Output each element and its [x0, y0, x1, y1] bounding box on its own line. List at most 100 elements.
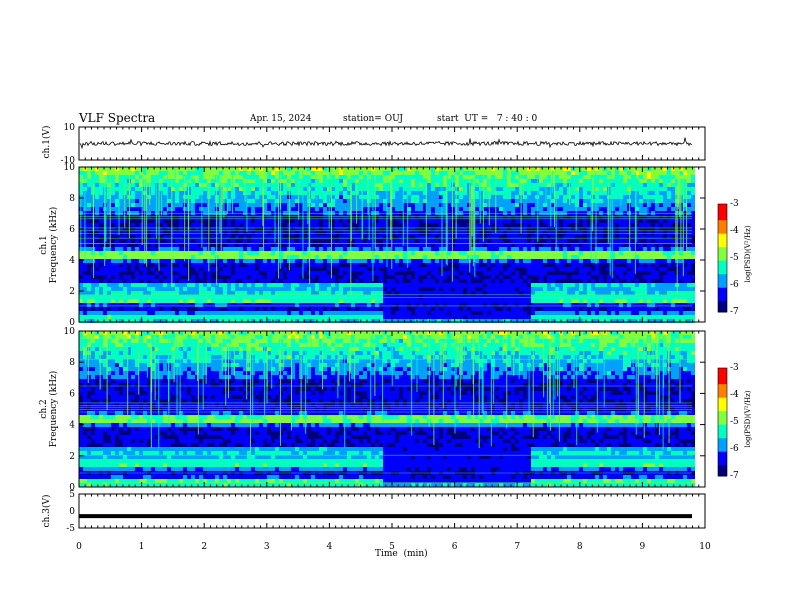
spectrogram-cell — [631, 171, 635, 175]
spectrogram-cell — [187, 167, 191, 171]
spectrogram-cell — [571, 203, 575, 207]
spectrogram-cell — [199, 231, 203, 235]
spectrogram-cell — [291, 183, 295, 187]
spectrogram-cell — [523, 279, 527, 283]
spectrogram-cell — [247, 219, 251, 223]
spectrogram-cell — [367, 271, 371, 275]
spectrogram-cell — [623, 211, 627, 215]
spectrogram-cell — [591, 283, 595, 287]
spectrogram-cell — [295, 279, 299, 283]
spectrogram-cell — [223, 243, 227, 247]
spectrogram-cell — [447, 215, 451, 219]
spectrogram-cell — [179, 255, 183, 259]
spectrogram-cell — [691, 287, 695, 291]
spectrogram-cell — [143, 175, 147, 179]
spectrogram-cell — [599, 255, 603, 259]
spectrogram-cell — [583, 171, 587, 175]
spectrogram-cell — [291, 171, 295, 175]
spectrogram-cell — [115, 171, 119, 175]
spectrogram-cell — [259, 263, 263, 267]
spectrogram-cell — [623, 183, 627, 187]
spectrogram-cell — [335, 215, 339, 219]
spectrogram-cell — [235, 295, 239, 299]
spectrogram-cell — [423, 199, 427, 203]
spectrogram-cell — [167, 191, 171, 195]
spectrogram-cell — [667, 203, 671, 207]
spectrogram-cell — [655, 291, 659, 295]
spectrogram-cell — [671, 271, 675, 275]
spectrogram-cell — [563, 203, 567, 207]
spectrogram-cell — [419, 199, 423, 203]
spectrogram-cell — [499, 279, 503, 283]
spectrogram-cell — [323, 183, 327, 187]
spectrogram-cell — [415, 187, 419, 191]
spectrogram-cell — [347, 255, 351, 259]
spectrogram-cell — [491, 167, 495, 171]
spectrogram-cell — [387, 195, 391, 199]
spectrogram-cell — [499, 275, 503, 279]
spectrogram-cell — [487, 231, 491, 235]
spectrogram-cell — [179, 231, 183, 235]
spectrogram-cell — [647, 235, 651, 239]
spectrogram-cell — [559, 251, 563, 255]
spectrogram-cell — [167, 267, 171, 271]
spectrogram-cell — [435, 211, 439, 215]
spectrogram-cell — [647, 211, 651, 215]
spectrogram-cell — [523, 207, 527, 211]
spectrogram-cell — [483, 195, 487, 199]
spectrogram-cell — [227, 187, 231, 191]
spectrogram-cell — [447, 267, 451, 271]
spectrogram-cell — [479, 239, 483, 243]
spectrogram-cell — [343, 227, 347, 231]
spectrogram-cell — [199, 211, 203, 215]
spectrogram-cell — [435, 275, 439, 279]
spectrogram-cell — [331, 263, 335, 267]
spectrogram-cell — [163, 295, 167, 299]
spectrogram-cell — [531, 223, 535, 227]
spectrogram-cell — [671, 235, 675, 239]
spectrogram-cell — [479, 231, 483, 235]
spectrogram-cell — [563, 223, 567, 227]
spectrogram-cell — [391, 287, 395, 291]
spectrogram-cell — [311, 227, 315, 231]
spectrogram-cell — [507, 191, 511, 195]
spectrogram-cell — [651, 255, 655, 259]
spectrogram-cell — [335, 203, 339, 207]
spectrogram-cell — [395, 275, 399, 279]
spectrogram-cell — [455, 283, 459, 287]
spectrogram-cell — [635, 211, 639, 215]
spectrogram-cell — [111, 251, 115, 255]
spectrogram-cell — [355, 283, 359, 287]
spectrogram-cell — [331, 295, 335, 299]
spectrogram-cell — [523, 287, 527, 291]
spectrogram-cell — [363, 175, 367, 179]
spectrogram-cell — [635, 255, 639, 259]
spectrogram-cell — [195, 179, 199, 183]
spectrogram-cell — [247, 267, 251, 271]
spectrogram-cell — [631, 271, 635, 275]
spectrogram-cell — [139, 291, 143, 295]
spectrogram-cell — [243, 267, 247, 271]
spectrogram-cell — [555, 211, 559, 215]
spectrogram-cell — [475, 291, 479, 295]
spectrogram-cell — [607, 199, 611, 203]
spectrogram-cell — [191, 231, 195, 235]
spectrogram-cell — [291, 231, 295, 235]
spectrogram-cell — [623, 279, 627, 283]
spectrogram-cell — [331, 291, 335, 295]
spectrogram-cell — [311, 219, 315, 223]
spectrogram-cell — [487, 271, 491, 275]
spectrogram-cell — [123, 279, 127, 283]
spectrogram-cell — [435, 255, 439, 259]
spectrogram-cell — [515, 275, 519, 279]
spectrogram-cell — [627, 183, 631, 187]
spectrogram-cell — [419, 267, 423, 271]
spectrogram-cell — [347, 199, 351, 203]
spectrogram-cell — [79, 279, 83, 283]
spectrogram-cell — [603, 267, 607, 271]
spectrogram-cell — [295, 227, 299, 231]
spectrogram-cell — [335, 183, 339, 187]
spectrogram-cell — [551, 231, 555, 235]
spectrogram-cell — [599, 179, 603, 183]
spectrogram-cell — [355, 243, 359, 247]
